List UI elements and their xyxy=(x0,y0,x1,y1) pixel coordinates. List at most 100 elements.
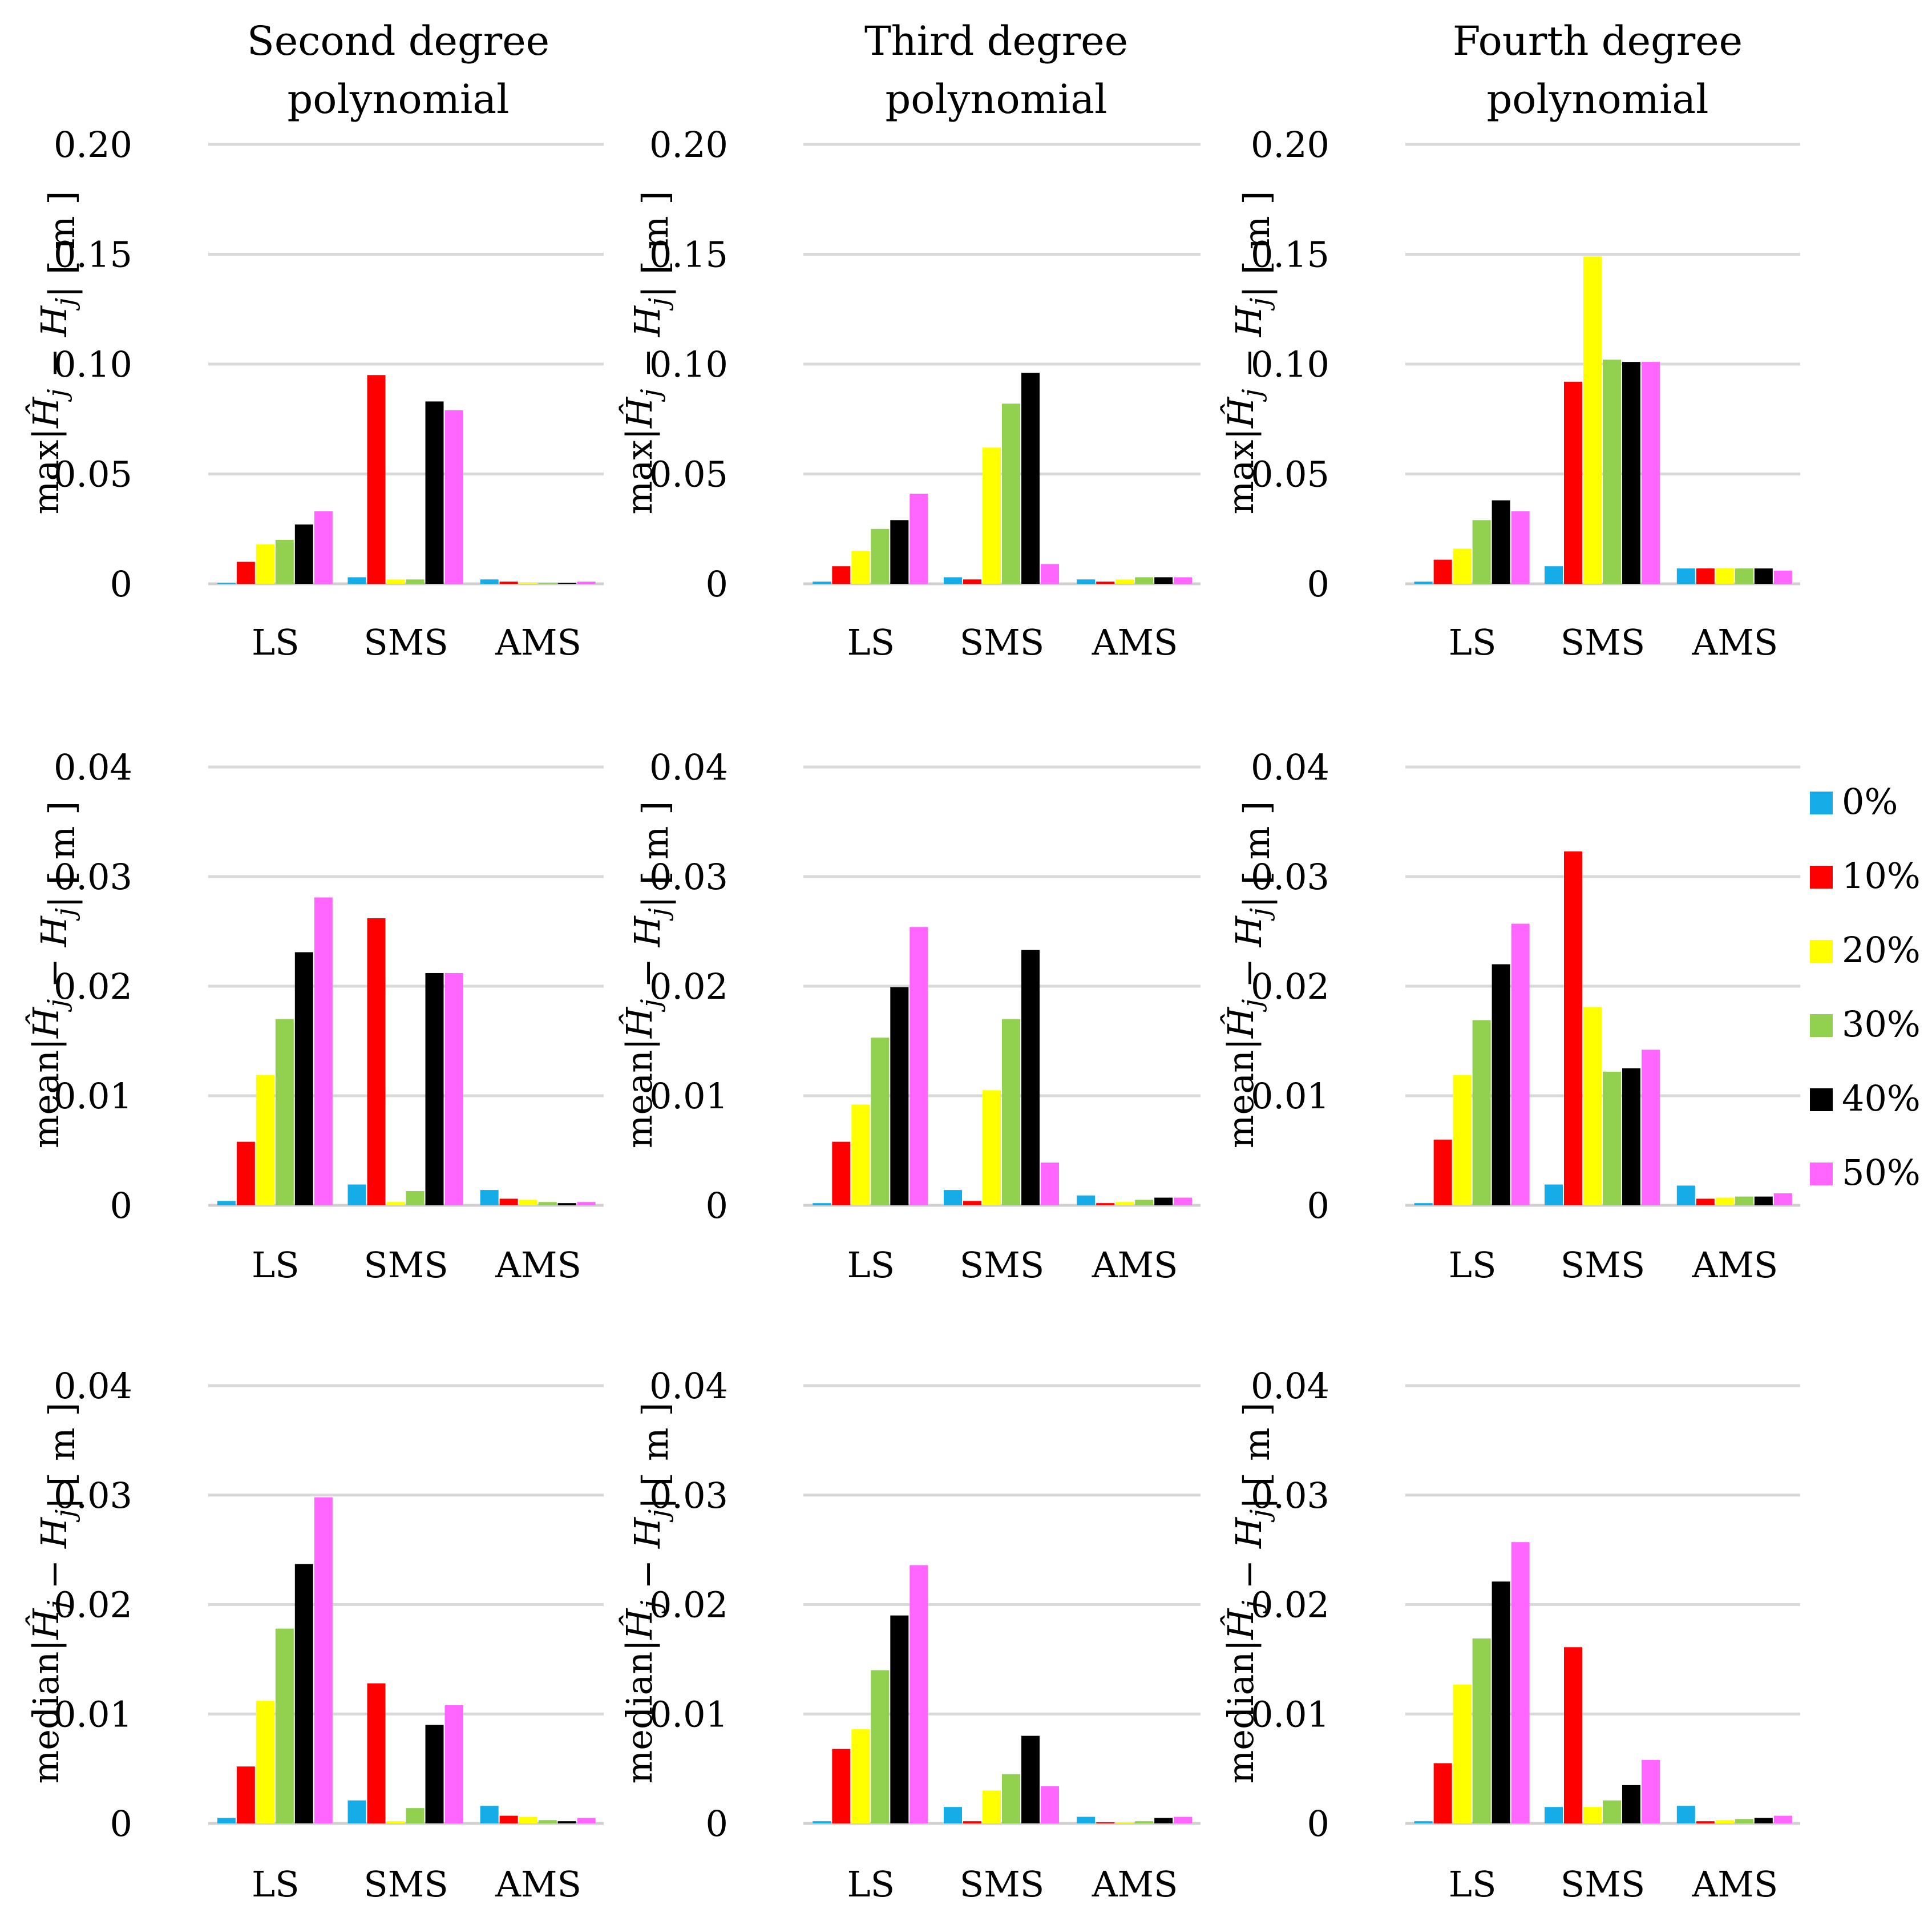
y-axis-label-part: H xyxy=(627,1516,668,1549)
y-tick-label: 0 xyxy=(110,1185,132,1226)
bar-ls-50pct xyxy=(1511,511,1530,584)
y-axis-label-part: Ĥ xyxy=(25,396,67,429)
y-tick-label: 0.20 xyxy=(54,124,132,166)
bar-ams-0pct xyxy=(1676,1185,1695,1205)
bar-ams-10pct xyxy=(499,1815,518,1823)
legend-swatch-10pct xyxy=(1810,866,1833,889)
bar-ls-40pct xyxy=(1492,500,1510,584)
bar-ams-10pct xyxy=(1696,568,1715,584)
bar-ams-30pct xyxy=(538,1202,557,1205)
bar-sms-10pct xyxy=(367,918,386,1205)
bar-ams-0pct xyxy=(1077,1817,1096,1823)
x-category-label: SMS xyxy=(1561,1244,1645,1286)
bar-ams-50pct xyxy=(1773,570,1792,584)
bar-sms-50pct xyxy=(444,972,463,1205)
bar-ls-20pct xyxy=(1453,1684,1472,1823)
bar-ams-40pct xyxy=(1154,1818,1173,1823)
bar-ls-20pct xyxy=(256,1075,274,1205)
y-axis-label-part: [ m ] xyxy=(1236,191,1278,275)
bar-sms-0pct xyxy=(1545,566,1563,584)
bar-ams-40pct xyxy=(557,583,576,584)
bar-ls-20pct xyxy=(851,1104,870,1205)
column-title-second-line2: polynomial xyxy=(288,76,510,123)
y-axis-label-part: | xyxy=(25,1038,67,1050)
y-axis-label-part: | xyxy=(1236,275,1278,298)
y-axis-label-part: median xyxy=(1220,1652,1262,1784)
y-tick-label: 0.10 xyxy=(54,344,132,385)
y-tick-label: 0.03 xyxy=(54,1475,132,1516)
bar-ams-50pct xyxy=(1773,1815,1792,1823)
bar-ams-20pct xyxy=(519,583,537,584)
bar-ls-10pct xyxy=(236,1141,255,1205)
bar-ams-50pct xyxy=(1174,1817,1193,1823)
x-category-label: SMS xyxy=(363,1863,448,1905)
bar-sms-30pct xyxy=(1002,403,1020,584)
y-axis-label-part: | xyxy=(41,885,83,908)
bar-sms-0pct xyxy=(1545,1184,1563,1205)
bar-ls-20pct xyxy=(851,551,870,584)
column-title-fourth-line2: polynomial xyxy=(1487,76,1709,123)
bar-ls-50pct xyxy=(1511,923,1530,1205)
bar-sms-20pct xyxy=(386,1821,405,1823)
bar-sms-30pct xyxy=(406,579,425,584)
bar-ams-40pct xyxy=(557,1821,576,1823)
y-tick-label: 0.05 xyxy=(54,454,132,495)
x-category-label: AMS xyxy=(1092,1863,1178,1905)
y-axis-label-part: Ĥ xyxy=(1220,1608,1262,1640)
legend: 0% 10% 20% 30% 40% 50% xyxy=(1810,781,1921,1193)
y-axis-label: median|Ĥj − Hj| [ m ] xyxy=(1220,1402,1278,1783)
x-category-label: AMS xyxy=(1092,621,1178,663)
y-tick-label: 0.04 xyxy=(1251,1365,1329,1407)
y-axis-label-part: [ m ] xyxy=(634,801,676,885)
bar-ams-30pct xyxy=(1735,568,1753,584)
x-category-label: SMS xyxy=(1561,1863,1645,1905)
bar-sms-10pct xyxy=(367,375,386,584)
y-tick-label: 0.04 xyxy=(649,1365,728,1407)
bar-ams-30pct xyxy=(1735,1196,1753,1205)
bar-sms-50pct xyxy=(444,410,463,584)
bar-ams-50pct xyxy=(1174,1197,1193,1205)
y-axis-label-part: H xyxy=(1228,1516,1270,1549)
bar-ams-0pct xyxy=(480,1190,499,1205)
y-axis-label-part: | xyxy=(41,275,83,298)
y-axis-label-part: Ĥ xyxy=(25,1608,67,1640)
column-title-second-line1: Second degree xyxy=(247,18,549,64)
x-category-label: LS xyxy=(847,1863,895,1905)
bar-ls-10pct xyxy=(236,562,255,584)
bar-sms-10pct xyxy=(963,1201,981,1205)
bar-ams-50pct xyxy=(1174,577,1193,584)
y-tick-label: 0.01 xyxy=(1251,1693,1329,1735)
bar-ams-10pct xyxy=(499,1198,518,1205)
bar-ams-50pct xyxy=(1773,1193,1792,1205)
y-axis-label-part: mean xyxy=(1220,1050,1262,1148)
x-category-label: SMS xyxy=(363,1244,448,1286)
y-tick-label: 0.03 xyxy=(54,856,132,898)
y-tick-label: 0.02 xyxy=(1251,966,1329,1007)
y-axis-label-part: [ m ] xyxy=(634,1402,676,1486)
y-tick-label: 0.10 xyxy=(1251,344,1329,385)
bar-ams-0pct xyxy=(1077,579,1096,584)
y-axis-label-part: H xyxy=(627,305,668,337)
bar-ls-50pct xyxy=(314,897,333,1205)
bar-sms-10pct xyxy=(963,579,981,584)
bar-ls-20pct xyxy=(256,1701,274,1823)
x-category-label: SMS xyxy=(363,621,448,663)
bar-ams-0pct xyxy=(1676,568,1695,584)
bar-ams-40pct xyxy=(557,1203,576,1205)
y-tick-label: 0.15 xyxy=(54,234,132,276)
bar-ls-10pct xyxy=(832,1749,851,1823)
bar-sms-50pct xyxy=(1642,1050,1660,1205)
y-axis-label-part: median xyxy=(25,1652,67,1784)
x-category-label: SMS xyxy=(960,621,1044,663)
y-axis-label: median|Ĥj − Hj| [ m ] xyxy=(619,1402,676,1783)
y-axis-label-part: Ĥ xyxy=(619,1608,660,1640)
y-tick-label: 0.01 xyxy=(54,1075,132,1117)
y-tick-label: 0.03 xyxy=(1251,1475,1329,1516)
bar-ams-20pct xyxy=(1115,1202,1134,1205)
bar-sms-30pct xyxy=(1603,360,1621,584)
y-axis-label-part: − xyxy=(33,1548,75,1600)
y-axis-label-part: Ĥ xyxy=(1220,1006,1262,1039)
y-axis-label-part: − xyxy=(627,947,668,999)
y-tick-label: 0.02 xyxy=(1251,1584,1329,1626)
y-tick-label: 0.03 xyxy=(649,856,728,898)
